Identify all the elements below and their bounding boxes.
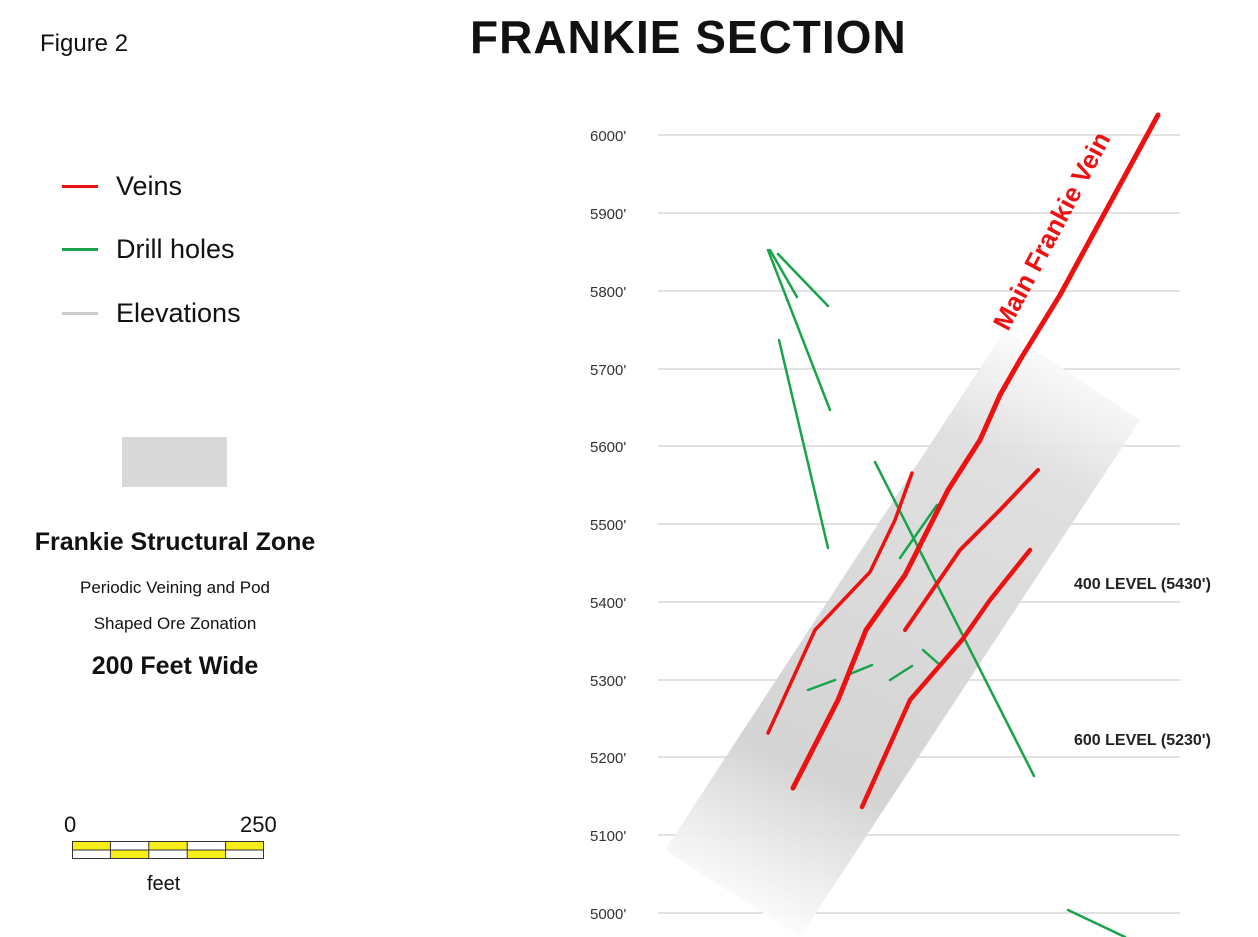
drill-hole-2 xyxy=(768,248,799,299)
legend-label-drill-holes: Drill holes xyxy=(116,233,235,264)
scale-max-label: 250 xyxy=(240,812,277,837)
legend-label-elevations: Elevations xyxy=(116,297,241,328)
drill-hole-5 xyxy=(873,460,1036,778)
elevation-label-5400: 5400' xyxy=(590,595,626,612)
drill-hole-dash-1 xyxy=(806,678,837,692)
legend-item-elevations: Elevations xyxy=(62,293,241,333)
zone-description-line2: Shaped Ore Zonation xyxy=(93,614,257,633)
drill-hole-4 xyxy=(777,338,830,550)
vein-west xyxy=(766,471,914,735)
veins xyxy=(766,112,1161,810)
structural-zone-swatch xyxy=(122,437,227,487)
drill-hole-3 xyxy=(776,252,830,308)
legend-label-veins: Veins xyxy=(116,170,183,201)
zone-width-label: 200 Feet Wide xyxy=(91,652,259,680)
elevation-label-5000: 5000' xyxy=(590,906,626,923)
elevation-label-6000: 6000' xyxy=(590,128,626,145)
elevation-label-5500: 5500' xyxy=(590,517,626,534)
vein-middle xyxy=(903,468,1040,632)
drill-hole-dash-2 xyxy=(848,663,874,676)
elevation-label-5700: 5700' xyxy=(590,362,626,379)
elevation-label-5100: 5100' xyxy=(590,828,626,845)
elevation-label-5300: 5300' xyxy=(590,673,626,690)
vein-east xyxy=(859,547,1033,810)
drill-hole-6 xyxy=(898,503,939,560)
drill-hole-1 xyxy=(766,248,832,412)
zone-title: Frankie Structural Zone xyxy=(34,528,316,556)
veins-swatch-icon xyxy=(62,184,98,188)
drill-holes-swatch-icon xyxy=(62,247,98,251)
elevation-label-5800: 5800' xyxy=(590,284,626,301)
drill-hole-dash-4 xyxy=(921,648,942,667)
level-label-400: 400 LEVEL (5430') xyxy=(1074,576,1211,593)
level-label-600: 600 LEVEL (5230') xyxy=(1074,732,1211,749)
elevation-label-5600: 5600' xyxy=(590,439,626,456)
legend-item-veins: Veins xyxy=(62,166,182,206)
drill-hole-7 xyxy=(1066,908,1127,937)
elevation-label-5900: 5900' xyxy=(590,206,626,223)
scale-bar-segments xyxy=(73,842,263,858)
scale-min-label: 0 xyxy=(64,812,77,837)
elevations-swatch-icon xyxy=(62,311,98,315)
elevation-labels: 6000' 5900' 5800' 5700' 5600' 5500' 5400… xyxy=(590,128,626,923)
elevation-label-5200: 5200' xyxy=(590,750,626,767)
legend-item-drill-holes: Drill holes xyxy=(62,229,235,269)
main-frankie-vein xyxy=(790,112,1161,791)
zone-description-line1: Periodic Veining and Pod xyxy=(80,578,270,597)
scale-bar xyxy=(72,841,264,859)
scale-unit-label: feet xyxy=(147,873,181,895)
page-title: FRANKIE SECTION xyxy=(470,11,907,63)
drill-hole-dash-3 xyxy=(888,664,914,682)
structural-zone-band xyxy=(665,330,1140,937)
drill-holes xyxy=(766,248,1127,937)
figure-label: Figure 2 xyxy=(40,30,129,57)
